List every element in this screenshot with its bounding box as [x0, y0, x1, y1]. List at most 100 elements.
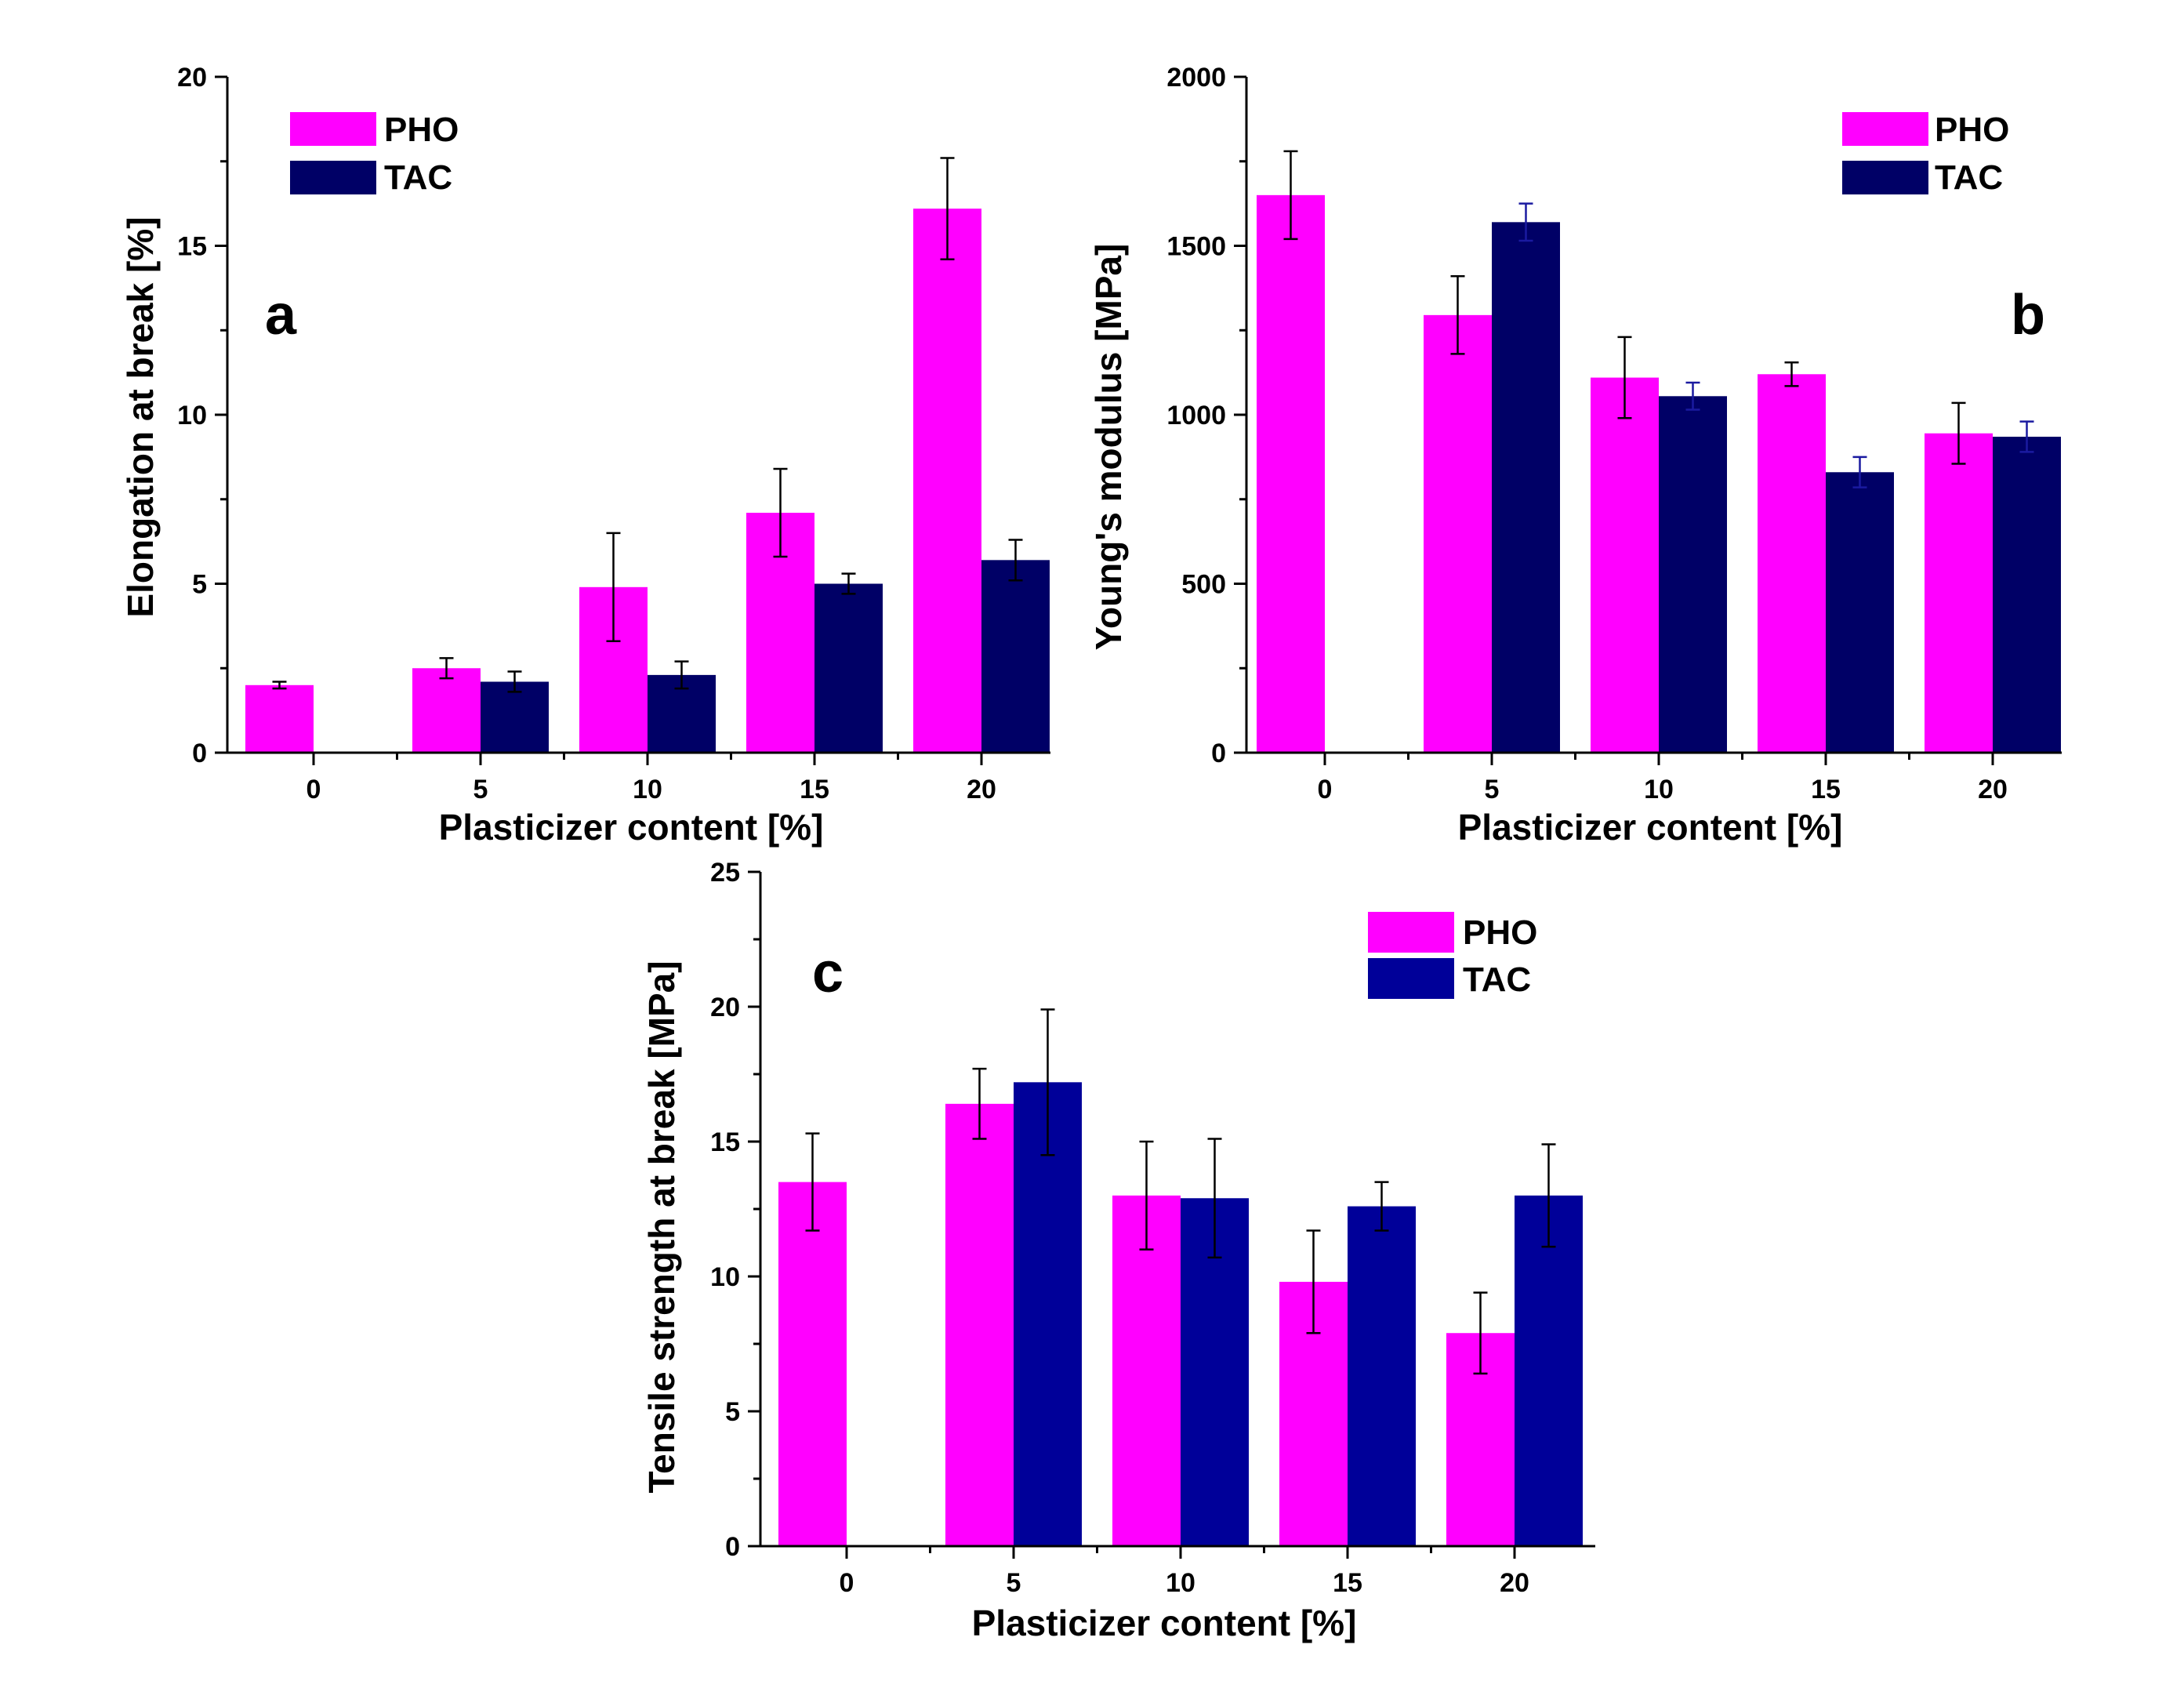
panel-a-errorbar-pho-10	[606, 532, 621, 643]
panel-b-bar-pho-10	[1591, 377, 1659, 753]
panel-a-x-axis-title: Plasticizer content [%]	[439, 807, 824, 848]
panel-c-x-tick-label-0: 0	[840, 1568, 854, 1598]
panel-c-errorbar-pho-15	[1306, 1229, 1321, 1334]
panel-c-bar-tac-20	[1515, 1195, 1583, 1546]
panel-b-bar-pho-5	[1424, 314, 1492, 753]
panel-c-y-tick-label-15: 15	[710, 1127, 740, 1157]
panel-c-errorbar-pho-0	[805, 1132, 820, 1232]
panel-a-x-tick-label-5: 5	[473, 775, 488, 804]
panel-a-errorbar-pho-20	[940, 157, 955, 260]
panel-a-legend-swatch-tac	[290, 161, 376, 194]
panel-c-y-axis-title: Tensile strength at break [MPa]	[641, 960, 682, 1493]
panel-b-bar-tac-5	[1492, 222, 1560, 753]
panel-c-legend-label-pho: PHO	[1463, 913, 1537, 952]
panel-a-x-tick-label-15: 15	[800, 775, 829, 804]
panel-a-errorbar-pho-15	[773, 467, 788, 558]
panel-c-legend: PHO TAC	[1368, 912, 1537, 999]
panel-a-errorbar-pho-5	[439, 657, 454, 680]
panel-b-x-tick-label-20: 20	[1978, 775, 2008, 804]
panel-a-errorbar-tac-20	[1008, 539, 1023, 582]
panel-b: 0 500 1000 1500 2000 0 5 10 15 20 b Plasticizer c…	[1088, 63, 2062, 848]
panel-c-y-tick-label-20: 20	[710, 993, 740, 1022]
panel-a-y-tick-label-10: 10	[177, 401, 207, 430]
panel-a-legend-label-pho: PHO	[384, 111, 459, 149]
panel-c-errorbar-pho-20	[1473, 1291, 1488, 1375]
panel-a-legend-label-tac: TAC	[384, 158, 452, 197]
panel-b-errorbar-tac-5	[1518, 202, 1533, 242]
panel-c-legend-swatch-tac	[1368, 958, 1454, 999]
panel-c-bar-pho-0	[778, 1182, 847, 1546]
panel-c-errorbar-tac-20	[1541, 1143, 1556, 1248]
panel-a-x-tick-label-10: 10	[633, 775, 662, 804]
panel-c-y-tick-label-5: 5	[725, 1397, 740, 1427]
panel-b-x-axis-title: Plasticizer content [%]	[1458, 807, 1843, 848]
panel-b-x-tick-label-15: 15	[1811, 775, 1841, 804]
panel-b-x-tick-label-0: 0	[1318, 775, 1333, 804]
panel-c-y-tick-label-0: 0	[725, 1532, 740, 1562]
panel-b-legend-swatch-pho	[1842, 112, 1928, 146]
panel-b-y-tick-label-500: 500	[1181, 570, 1226, 600]
panel-b-errorbar-pho-0	[1283, 150, 1298, 241]
panel-b-errorbar-tac-20	[2019, 420, 2034, 453]
panel-a-bar-tac-5	[481, 681, 549, 753]
panel-b-bar-tac-10	[1659, 396, 1727, 753]
panel-b-y-tick-label-2000: 2000	[1166, 63, 1226, 93]
panel-c-errorbar-tac-15	[1374, 1181, 1389, 1232]
panel-b-x-tick-label-5: 5	[1485, 775, 1500, 804]
panel-c-bar-tac-5	[1014, 1082, 1082, 1546]
panel-c-x-axis-title: Plasticizer content [%]	[972, 1603, 1357, 1643]
panel-b-errorbar-tac-15	[1852, 456, 1867, 488]
panel-c-marks: 0 5 10 15 20 25 0 5 10 15 20	[710, 858, 1595, 1598]
panel-b-bar-pho-0	[1257, 194, 1325, 753]
panel-c-x-tick-label-5: 5	[1007, 1568, 1021, 1598]
panel-c-errorbar-pho-5	[972, 1067, 987, 1140]
panel-c-x-tick-label-10: 10	[1166, 1568, 1195, 1598]
panel-a-y-axis-title: Elongation at break [%]	[120, 216, 161, 617]
panel-b-legend-swatch-tac	[1842, 161, 1928, 194]
panel-a-errorbar-tac-5	[507, 670, 522, 693]
panel-a-x-tick-label-20: 20	[967, 775, 996, 804]
panel-a-errorbar-tac-15	[841, 572, 856, 595]
panel-b-legend: PHO TAC	[1842, 111, 2009, 197]
panel-a: 0 5 10 15 20 0 5 10 15 20 a Plasticizer content […	[120, 63, 1050, 848]
panel-a-bar-pho-5	[412, 668, 481, 753]
panel-c-bar-pho-5	[945, 1103, 1014, 1546]
panel-c-bar-tac-15	[1348, 1206, 1416, 1546]
panel-b-bar-tac-20	[1993, 437, 2061, 753]
panel-c: 0 5 10 15 20 25 0 5 10 15 20 c Plasticizer content…	[641, 858, 1595, 1643]
panel-b-legend-label-pho: PHO	[1935, 111, 2009, 149]
panel-c-label: c	[812, 942, 843, 1004]
panel-b-bar-tac-15	[1826, 472, 1894, 753]
panel-c-x-tick-label-15: 15	[1333, 1568, 1362, 1598]
panel-a-y-tick-label-0: 0	[192, 739, 207, 768]
panel-b-errorbar-pho-5	[1450, 275, 1465, 355]
panel-b-label: b	[2011, 284, 2045, 347]
panel-c-errorbar-pho-10	[1139, 1140, 1154, 1251]
panel-b-errorbar-pho-20	[1951, 401, 1966, 465]
panel-b-errorbar-pho-15	[1784, 361, 1799, 387]
panel-b-bar-pho-15	[1758, 374, 1826, 753]
panel-c-y-tick-label-10: 10	[710, 1262, 740, 1292]
panel-a-y-tick-label-20: 20	[177, 63, 207, 93]
panel-b-errorbar-pho-10	[1617, 336, 1632, 419]
panel-b-x-tick-label-10: 10	[1644, 775, 1674, 804]
panel-b-errorbar-tac-10	[1685, 381, 1700, 411]
panel-a-legend-swatch-pho	[290, 112, 376, 146]
panel-c-legend-swatch-pho	[1368, 912, 1454, 953]
panel-b-y-tick-label-1500: 1500	[1166, 232, 1226, 262]
panel-c-y-tick-label-25: 25	[710, 858, 740, 888]
panel-b-marks: 0 500 1000 1500 2000 0 5 10 15 20	[1166, 63, 2062, 804]
panel-b-y-tick-label-0: 0	[1211, 739, 1226, 768]
panel-a-y-tick-label-5: 5	[192, 570, 207, 600]
panel-a-label: a	[265, 284, 297, 347]
panel-b-legend-label-tac: TAC	[1935, 158, 2003, 197]
panel-b-bar-pho-20	[1925, 433, 1993, 753]
panel-a-bar-tac-15	[814, 583, 883, 753]
panel-a-errorbar-tac-10	[674, 660, 689, 690]
panel-a-bar-pho-20	[913, 209, 981, 753]
panel-c-errorbar-tac-10	[1207, 1138, 1222, 1259]
panel-a-marks: 0 5 10 15 20 0 5 10 15 20	[177, 63, 1050, 804]
panel-c-legend-label-tac: TAC	[1463, 960, 1531, 999]
